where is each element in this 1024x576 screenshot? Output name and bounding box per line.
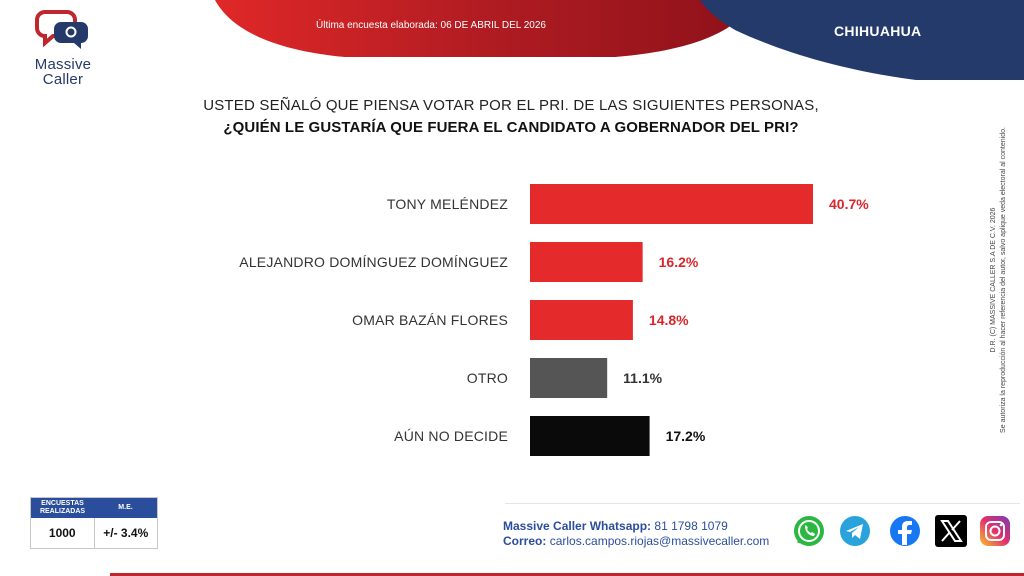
footer-stripe <box>110 573 1024 576</box>
email-link[interactable]: carlos.campos.riojas@massivecaller.com <box>549 534 770 548</box>
telegram-icon[interactable] <box>838 514 872 548</box>
category-label: AÚN NO DECIDE <box>394 428 508 444</box>
whatsapp-icon[interactable] <box>792 514 826 548</box>
value-label: 17.2% <box>666 428 706 444</box>
value-label: 11.1% <box>623 370 662 386</box>
brand-name-line1: Massive <box>34 56 92 73</box>
copyright-line1: D.R. (C) MASSIVE CALLER S.A DE C.V. 2026 <box>990 207 997 353</box>
copyright-line2: Se autoriza la reproducción al hacer ref… <box>1000 127 1007 433</box>
header-banner <box>0 0 1024 80</box>
region-label: CHIHUAHUA <box>834 23 922 39</box>
speech-bubbles-logo-icon <box>35 10 88 49</box>
stats-table: ENCUESTAS REALIZADAS M.E. 1000 +/- 3.4% <box>30 497 158 549</box>
question-line1: USTED SEÑALÓ QUE PIENSA VOTAR POR EL PRI… <box>203 97 819 114</box>
surveys-value: 1000 <box>31 518 95 548</box>
email-label: Correo: <box>503 534 547 548</box>
category-label: ALEJANDRO DOMÍNGUEZ DOMÍNGUEZ <box>239 254 508 270</box>
bar <box>530 416 650 456</box>
value-label: 40.7% <box>829 196 869 212</box>
footer-divider <box>505 503 1020 504</box>
whatsapp-label: Massive Caller Whatsapp: <box>503 519 652 533</box>
value-label: 14.8% <box>649 312 689 328</box>
bar <box>530 300 633 340</box>
copyright-note: D.R. (C) MASSIVE CALLER S.A DE C.V. 2026… <box>989 80 1019 480</box>
bar <box>530 242 643 282</box>
contact-info: Massive Caller Whatsapp: 81 1798 1079 Co… <box>503 519 769 549</box>
survey-date: Última encuesta elaborada: 06 DE ABRIL D… <box>316 20 546 31</box>
value-label: 16.2% <box>659 254 699 270</box>
whatsapp-number[interactable]: 81 1798 1079 <box>654 519 728 533</box>
category-label: OMAR BAZÁN FLORES <box>352 312 508 328</box>
brand-logo: Massive Caller <box>22 8 104 88</box>
surveys-header: ENCUESTAS REALIZADAS <box>39 500 86 515</box>
category-label: OTRO <box>467 370 508 386</box>
x-icon[interactable] <box>934 514 968 548</box>
bar <box>530 358 608 398</box>
margin-header: M.E. <box>118 504 133 511</box>
facebook-icon[interactable] <box>888 514 922 548</box>
question-line2: ¿QUIÉN LE GUSTARÍA QUE FUERA EL CANDIDAT… <box>223 119 799 136</box>
category-label: TONY MELÉNDEZ <box>387 196 508 212</box>
bar <box>530 184 813 224</box>
brand-name-line2: Caller <box>42 71 84 88</box>
margin-value: +/- 3.4% <box>103 526 149 540</box>
instagram-icon[interactable] <box>978 514 1012 548</box>
question-block: USTED SEÑALÓ QUE PIENSA VOTAR POR EL PRI… <box>150 95 872 139</box>
header-shape <box>215 0 1024 80</box>
